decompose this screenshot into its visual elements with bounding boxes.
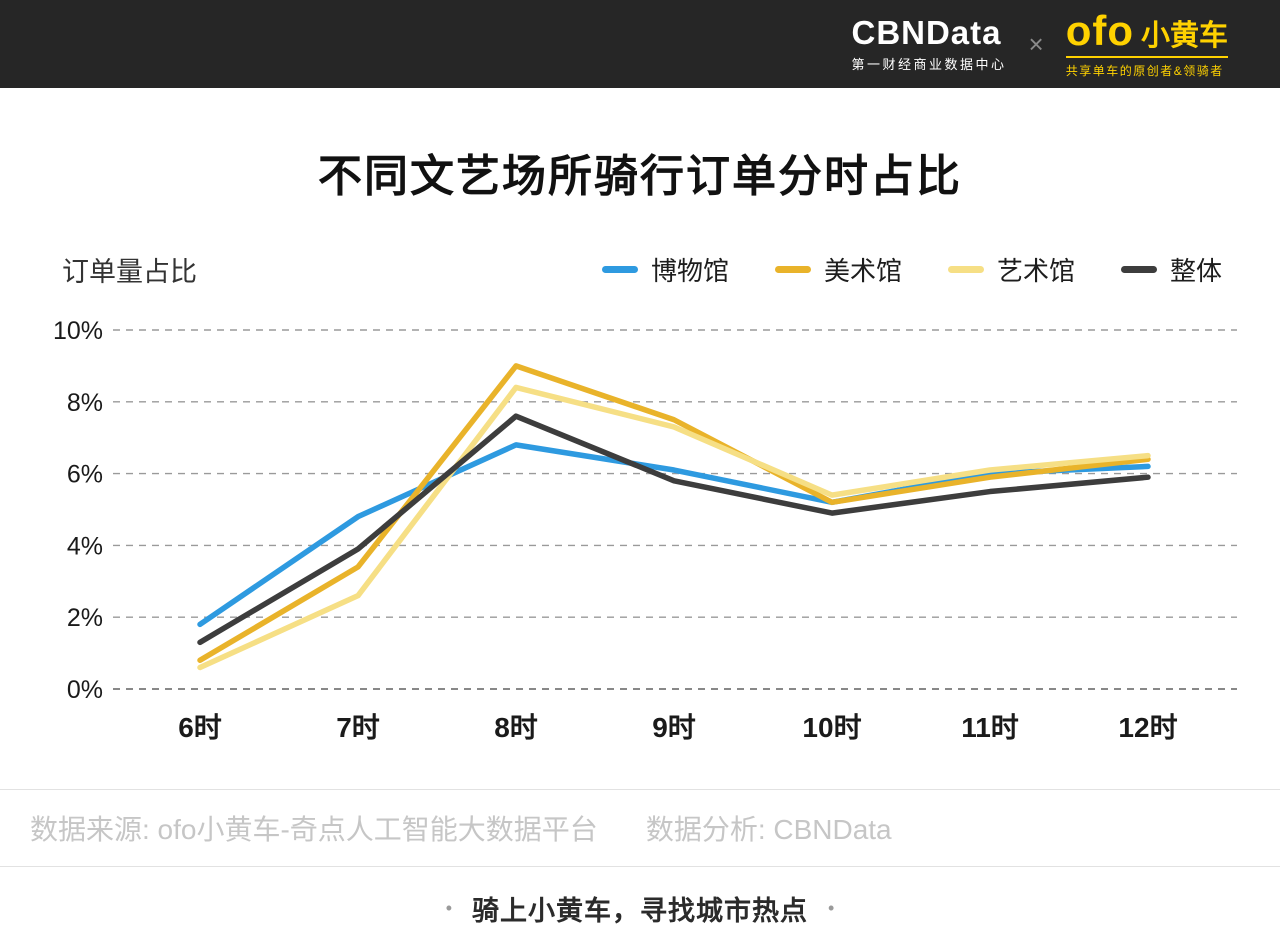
legend-item: 整体 xyxy=(1120,251,1222,288)
divider-bottom xyxy=(0,866,1280,867)
x-tick-label: 12时 xyxy=(1118,712,1177,743)
x-tick-label: 7时 xyxy=(336,712,380,743)
y-tick-label: 8% xyxy=(67,389,103,417)
legend-label: 美术馆 xyxy=(823,256,902,286)
brand-group: CBNData 第一财经商业数据中心 × ofo 小黄车 共享单车的原创者&领骑… xyxy=(851,6,1228,79)
x-tick-label: 9时 xyxy=(652,712,696,743)
cbndata-subtitle: 第一财经商业数据中心 xyxy=(851,56,1007,72)
legend-swatch xyxy=(1120,266,1157,273)
legend-item: 博物馆 xyxy=(601,251,729,288)
page-title: 不同文艺场所骑行订单分时占比 xyxy=(318,152,962,201)
series-line-整体 xyxy=(197,413,1151,646)
tagline-row: • 骑上小黄车，寻找城市热点 • xyxy=(0,889,1280,928)
series-line-博物馆 xyxy=(197,442,1151,628)
series-line-美术馆 xyxy=(197,363,1151,664)
x-tick-label: 11时 xyxy=(961,712,1019,743)
ofo-brand-name: 小黄车 xyxy=(1140,19,1228,52)
legend-item: 艺术馆 xyxy=(947,251,1075,288)
legend-item: 美术馆 xyxy=(774,251,902,288)
divider-top xyxy=(0,789,1280,790)
tagline-dot-right: • xyxy=(828,898,835,918)
tagline-dot-left: • xyxy=(445,898,452,918)
y-tick-label: 10% xyxy=(53,317,103,345)
cbndata-wordmark: CBNData xyxy=(851,13,1002,51)
chart-header-row: 订单量占比 博物馆 美术馆 艺术馆 整体 xyxy=(0,250,1280,289)
series-line-艺术馆 xyxy=(197,384,1151,671)
legend-swatch xyxy=(774,266,811,273)
y-tick-label: 0% xyxy=(67,676,103,704)
y-tick-label: 2% xyxy=(67,604,103,632)
data-analysis-text: 数据分析: CBNData xyxy=(645,814,892,845)
header-bar: CBNData 第一财经商业数据中心 × ofo 小黄车 共享单车的原创者&领骑… xyxy=(0,0,1280,88)
data-source-text: 数据来源: ofo小黄车-奇点人工智能大数据平台 xyxy=(30,814,598,845)
legend-swatch xyxy=(947,266,984,273)
ofo-logo: ofo 小黄车 共享单车的原创者&领骑者 xyxy=(1065,6,1228,79)
x-tick-label: 10时 xyxy=(802,712,861,743)
x-tick-label: 8时 xyxy=(494,712,538,743)
legend-label: 艺术馆 xyxy=(996,256,1075,286)
source-row: 数据来源: ofo小黄车-奇点人工智能大数据平台 数据分析: CBNData xyxy=(0,790,1280,866)
legend-swatch xyxy=(601,266,638,273)
legend-label: 整体 xyxy=(1169,256,1222,286)
y-tick-label: 4% xyxy=(67,532,103,560)
tagline-text: 骑上小黄车，寻找城市热点 xyxy=(472,896,808,926)
ofo-logo-text: ofo xyxy=(1065,6,1134,54)
legend-label: 博物馆 xyxy=(650,256,729,286)
y-tick-label: 6% xyxy=(67,461,103,489)
ofo-tagline: 共享单车的原创者&领骑者 xyxy=(1065,55,1228,79)
y-axis-title: 订单量占比 xyxy=(62,257,197,287)
ofo-wordmark: ofo 小黄车 xyxy=(1065,6,1228,54)
cbndata-logo: CBNData 第一财经商业数据中心 xyxy=(851,16,1006,73)
line-chart: 0% 2% 4% 6% 8% 10% 6时 7时 8时 9时 10时 11时 12时 xyxy=(53,317,1237,743)
cross-separator-icon: × xyxy=(1028,28,1044,59)
chart-legend: 博物馆 美术馆 艺术馆 整体 xyxy=(601,251,1222,288)
x-tick-label: 6时 xyxy=(178,712,222,743)
